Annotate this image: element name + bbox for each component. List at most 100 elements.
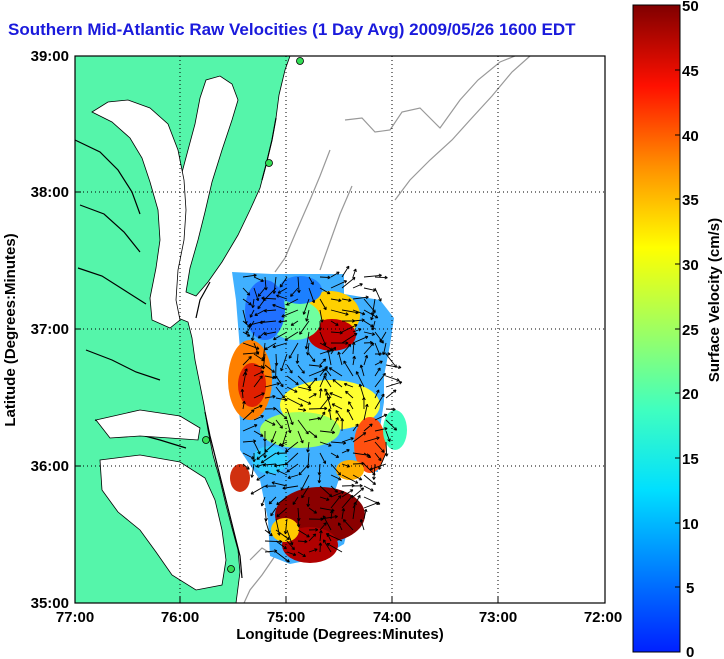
velocity-arrow: [343, 360, 354, 377]
velocity-arrow: [330, 463, 342, 476]
velocity-arrow: [257, 287, 266, 297]
velocity-arrow: [256, 452, 266, 460]
velocity-arrow: [352, 309, 366, 316]
velocity-arrow: [296, 518, 301, 528]
velocity-arrow: [318, 388, 323, 399]
velocity-arrow: [240, 388, 245, 399]
velocity-arrow: [341, 437, 354, 443]
velocity-arrow: [264, 484, 277, 489]
velocity-arrow: [363, 485, 374, 492]
velocity-arrow: [363, 309, 379, 319]
velocity-arrow: [292, 496, 299, 505]
velocity-arrow: [242, 371, 248, 388]
velocity-arrow: [328, 367, 343, 377]
velocity-arrow: [330, 298, 342, 303]
velocity-arrow: [297, 419, 309, 435]
velocity-arrow: [330, 485, 339, 493]
velocity-arrow: [352, 487, 365, 498]
velocity-arrow: [319, 358, 327, 366]
velocity-arrow: [372, 463, 376, 480]
velocity-arrow: [363, 474, 376, 486]
velocity-arrow: [264, 549, 278, 553]
velocity-arrow: [286, 408, 294, 426]
velocity-arrow: [268, 496, 277, 505]
velocity-arrow: [385, 375, 400, 382]
velocity-arrow: [363, 452, 372, 459]
velocity-arrow: [297, 397, 312, 405]
velocity-arrow: [363, 354, 369, 366]
velocity-arrow: [308, 393, 317, 399]
velocity-arrow: [385, 430, 391, 442]
velocity-arrow: [242, 409, 255, 421]
velocity-arrow: [248, 320, 266, 327]
velocity-arrow: [297, 551, 306, 557]
velocity-arrow: [308, 377, 318, 388]
velocity-arrow: [261, 296, 277, 301]
velocity-arrow: [256, 474, 266, 481]
velocity-arrow: [352, 474, 363, 481]
velocity-arrow: [319, 522, 327, 531]
velocity-arrow: [385, 364, 402, 370]
velocity-arrow: [245, 320, 255, 335]
velocity-arrow: [352, 461, 365, 466]
velocity-arrow: [363, 501, 379, 509]
colorbar-tick-label: 20: [682, 386, 699, 403]
x-tick-label: 77:00: [56, 609, 94, 626]
velocity-arrow: [341, 324, 358, 333]
velocity-arrow: [319, 331, 327, 346]
velocity-arrow: [330, 341, 349, 345]
velocity-arrow: [330, 280, 348, 289]
velocity-arrow: [374, 389, 380, 399]
velocity-arrow: [341, 332, 358, 344]
velocity-arrow: [308, 416, 321, 421]
velocity-arrow: [308, 527, 319, 532]
velocity-arrow: [276, 451, 288, 456]
velocity-arrow: [242, 273, 257, 278]
velocity-arrow: [341, 489, 354, 498]
velocity-arrow: [324, 367, 332, 377]
velocity-arrow: [250, 463, 255, 478]
x-tick-label: 72:00: [584, 609, 622, 626]
velocity-arrow: [330, 417, 339, 432]
velocity-arrow: [275, 529, 290, 541]
velocity-arrow: [330, 271, 340, 278]
velocity-arrow: [330, 346, 337, 355]
velocity-arrow: [278, 441, 288, 447]
velocity-arrow: [264, 529, 273, 537]
velocity-arrow: [329, 392, 343, 399]
velocity-arrow: [319, 275, 331, 280]
velocity-arrow: [319, 309, 324, 323]
velocity-arrow: [263, 308, 277, 313]
velocity-arrow: [385, 407, 396, 412]
colorbar-tick-label: 40: [682, 128, 699, 145]
velocity-arrow: [308, 430, 318, 438]
y-tick-label: 36:00: [31, 458, 69, 475]
velocity-arrow: [242, 424, 258, 432]
velocity-arrow: [341, 343, 352, 355]
velocity-arrow: [330, 309, 349, 316]
velocity-arrow: [341, 474, 359, 484]
velocity-arrow: [374, 287, 382, 302]
station-marker: [265, 159, 273, 167]
velocity-arrow: [308, 406, 328, 411]
velocity-arrow: [264, 394, 276, 399]
velocity-arrow: [276, 294, 288, 300]
velocity-arrow: [352, 295, 369, 300]
velocity-arrow: [286, 386, 298, 393]
velocity-arrow: [325, 392, 332, 410]
velocity-arrow: [337, 351, 343, 366]
velocity-arrow: [374, 367, 381, 377]
velocity-arrow: [308, 276, 314, 285]
page-title: Southern Mid-Atlantic Raw Velocities (1 …: [8, 20, 576, 39]
velocity-arrow: [286, 551, 297, 557]
velocity-arrow: [250, 331, 255, 341]
velocity-arrow: [330, 474, 342, 481]
velocity-arrow: [264, 441, 277, 453]
velocity-arrow: [242, 400, 246, 410]
colorbar-tick-label: 35: [682, 192, 699, 209]
velocity-arrow: [363, 436, 380, 443]
velocity-arrow: [297, 529, 310, 538]
velocity-arrow: [302, 298, 310, 315]
velocity-arrow: [319, 530, 323, 542]
velocity-arrow: [276, 507, 288, 518]
